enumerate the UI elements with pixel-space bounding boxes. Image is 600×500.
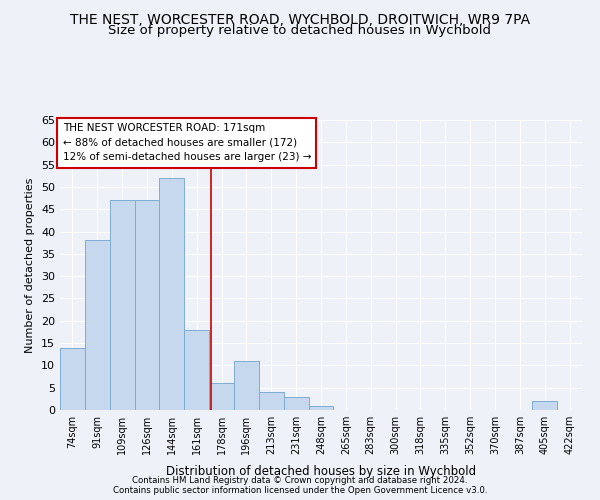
Bar (209, 383, 234, 410)
Text: Size of property relative to detached houses in Wychbold: Size of property relative to detached ho… (109, 24, 491, 37)
Bar (234, 361, 259, 410)
Bar (60, 348, 85, 410)
Text: Contains public sector information licensed under the Open Government Licence v3: Contains public sector information licen… (113, 486, 487, 495)
Bar (308, 406, 334, 410)
Bar (110, 200, 134, 410)
Bar (532, 401, 557, 410)
Bar (85, 240, 110, 410)
Text: Contains HM Land Registry data © Crown copyright and database right 2024.: Contains HM Land Registry data © Crown c… (132, 476, 468, 485)
Bar (134, 200, 160, 410)
Bar (160, 178, 184, 410)
Text: THE NEST, WORCESTER ROAD, WYCHBOLD, DROITWICH, WR9 7PA: THE NEST, WORCESTER ROAD, WYCHBOLD, DROI… (70, 12, 530, 26)
Y-axis label: Number of detached properties: Number of detached properties (25, 178, 35, 352)
X-axis label: Distribution of detached houses by size in Wychbold: Distribution of detached houses by size … (166, 466, 476, 478)
Bar (284, 396, 308, 410)
Bar (184, 330, 209, 410)
Text: THE NEST WORCESTER ROAD: 171sqm
← 88% of detached houses are smaller (172)
12% o: THE NEST WORCESTER ROAD: 171sqm ← 88% of… (62, 123, 311, 162)
Bar (259, 392, 284, 410)
